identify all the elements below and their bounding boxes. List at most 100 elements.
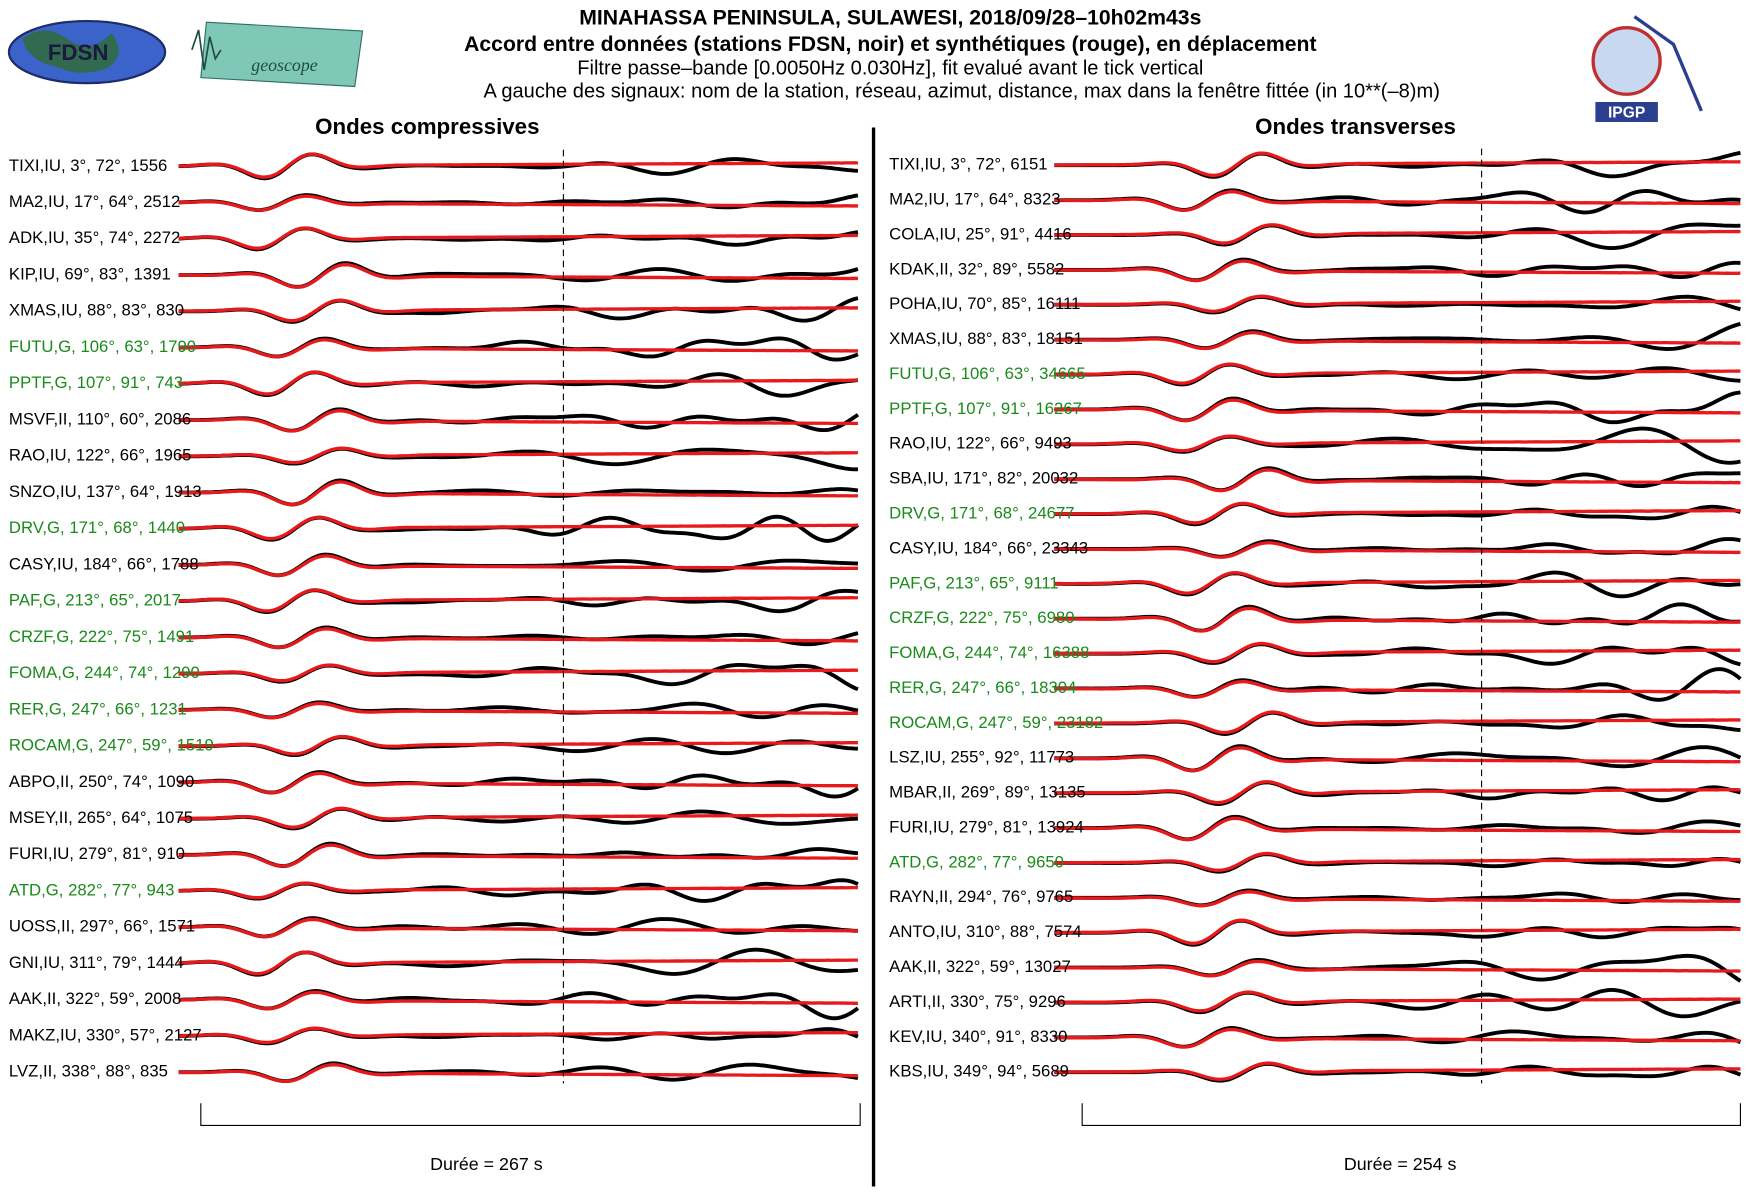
synthetic-trace — [178, 771, 858, 795]
station-label: ADK,IU, 35°, 74°, 2272 — [9, 228, 180, 247]
data-trace — [1054, 222, 1741, 250]
station-label: ROCAM,G, 247°, 59°, 1519 — [9, 736, 214, 755]
station-label: FOMA,G, 244°, 74°, 1290 — [9, 663, 200, 682]
synthetic-trace — [1054, 959, 1741, 978]
logo-arc — [1633, 15, 1703, 112]
synthetic-trace — [178, 152, 859, 179]
synthetic-trace — [1054, 710, 1741, 735]
synthetic-trace — [178, 701, 859, 720]
synthetic-trace — [178, 515, 858, 541]
station-label: FURI,IU, 279°, 81°, 13924 — [889, 818, 1084, 837]
data-trace — [178, 1061, 859, 1084]
station-label: FUTU,G, 106°, 63°, 1790 — [9, 337, 196, 356]
station-label: COLA,IU, 25°, 91°, 4416 — [889, 224, 1072, 243]
synthetic-trace — [1054, 151, 1741, 177]
duration-label: Durée = 267 s — [430, 1154, 543, 1174]
title: MINAHASSA PENINSULA, SULAWESI, 2018/09/2… — [579, 6, 1201, 29]
station-label: MAKZ,IU, 330°, 57°, 2127 — [9, 1025, 202, 1044]
data-trace — [1054, 642, 1741, 667]
synthetic-trace — [1054, 223, 1741, 245]
panel-title: Ondes compressives — [315, 114, 539, 139]
synthetic-trace — [178, 194, 858, 212]
synthetic-trace — [178, 1026, 858, 1045]
synthetic-trace — [1054, 1061, 1741, 1081]
station-label: LSZ,IU, 255°, 92°, 11773 — [889, 748, 1074, 767]
station-label: KDAK,II, 32°, 89°, 5582 — [889, 259, 1064, 278]
station-label: KIP,IU, 69°, 83°, 1391 — [9, 265, 171, 284]
logo-trace — [191, 29, 222, 70]
station-label: DRV,G, 171°, 68°, 24677 — [889, 504, 1074, 523]
synthetic-trace — [178, 409, 858, 433]
fdsn-logo: FDSN — [7, 19, 167, 85]
synthetic-trace — [1054, 541, 1741, 559]
synthetic-trace — [178, 843, 858, 868]
station-label: MSEY,II, 265°, 64°, 1075 — [9, 808, 193, 827]
station-label: FURI,IU, 279°, 81°, 910 — [9, 844, 185, 863]
geoscope-logo: geoscope — [191, 21, 364, 88]
synthetic-trace — [178, 446, 858, 465]
logo-outline — [7, 19, 167, 85]
synthetic-trace — [178, 480, 858, 507]
synthetic-trace — [178, 627, 858, 650]
duration-label: Durée = 254 s — [1344, 1154, 1457, 1174]
synthetic-trace — [178, 588, 858, 613]
synthetic-trace — [178, 734, 858, 756]
station-label: XMAS,IU, 88°, 83°, 830 — [9, 301, 184, 320]
station-label: MBAR,II, 269°, 89°, 13135 — [889, 783, 1086, 802]
station-label: CRZF,G, 222°, 75°, 1491 — [9, 627, 194, 646]
station-label: RER,G, 247°, 66°, 1231 — [9, 699, 187, 718]
synthetic-trace — [178, 1063, 858, 1084]
data-trace — [1054, 780, 1741, 806]
station-label: TIXI,IU, 3°, 72°, 1556 — [9, 156, 167, 175]
station-label: PPTF,G, 107°, 91°, 16267 — [889, 399, 1082, 418]
data-trace — [1054, 362, 1741, 387]
station-label: RAO,IU, 122°, 66°, 9493 — [889, 434, 1072, 453]
station-label: RAYN,II, 294°, 76°, 9765 — [889, 887, 1073, 906]
panel-title: Ondes transverses — [1255, 114, 1456, 139]
station-label: AAK,II, 322°, 59°, 2008 — [9, 989, 181, 1008]
synthetic-trace — [178, 298, 858, 323]
synthetic-trace — [1054, 641, 1741, 664]
station-label: PAF,G, 213°, 65°, 9111 — [889, 573, 1059, 592]
station-label: SBA,IU, 171°, 82°, 20032 — [889, 469, 1078, 488]
synthetic-trace — [178, 917, 858, 939]
data-trace — [1054, 1026, 1742, 1049]
synthetic-trace — [1054, 468, 1741, 493]
data-trace — [1054, 988, 1741, 1019]
data-trace — [1054, 814, 1741, 842]
legend-note: A gauche des signaux: nom de la station,… — [483, 81, 1439, 103]
data-trace — [178, 663, 859, 692]
station-label: TIXI,IU, 3°, 72°, 6151 — [889, 155, 1047, 174]
synthetic-trace — [178, 370, 858, 396]
station-label: AAK,II, 322°, 59°, 13027 — [889, 957, 1071, 976]
data-trace — [1054, 322, 1741, 352]
synthetic-trace — [178, 226, 859, 250]
station-label: RAO,IU, 122°, 66°, 1965 — [9, 446, 192, 465]
station-label: DRV,G, 171°, 68°, 1440 — [9, 518, 185, 537]
data-trace — [178, 841, 859, 868]
synthetic-trace — [1054, 1027, 1741, 1049]
logo-land — [22, 30, 119, 73]
synthetic-trace — [1054, 606, 1741, 633]
station-label: CRZF,G, 222°, 75°, 6980 — [889, 608, 1074, 627]
station-label: ARTI,II, 330°, 75°, 9296 — [889, 992, 1066, 1011]
synthetic-trace — [1054, 259, 1741, 283]
station-label: ABPO,II, 250°, 74°, 1090 — [9, 772, 194, 791]
synthetic-trace — [178, 806, 858, 829]
synthetic-trace — [178, 881, 858, 900]
filter-note: Filtre passe–bande [0.0050Hz 0.030Hz], f… — [577, 57, 1203, 79]
duration-bracket — [1081, 1103, 1741, 1127]
data-trace — [1054, 390, 1741, 425]
synthetic-trace — [1054, 501, 1741, 525]
synthetic-trace — [178, 263, 858, 289]
synthetic-trace — [1054, 398, 1741, 423]
synthetic-trace — [178, 663, 858, 683]
data-trace — [178, 625, 859, 650]
station-label: GNI,IU, 311°, 79°, 1444 — [9, 953, 184, 972]
data-trace — [178, 370, 859, 398]
subtitle: Accord entre données (stations FDSN, noi… — [464, 33, 1316, 56]
synthetic-trace — [1054, 190, 1741, 212]
station-label: XMAS,IU, 88°, 83°, 18151 — [889, 329, 1083, 348]
station-label: SNZO,IU, 137°, 64°, 1913 — [9, 482, 202, 501]
